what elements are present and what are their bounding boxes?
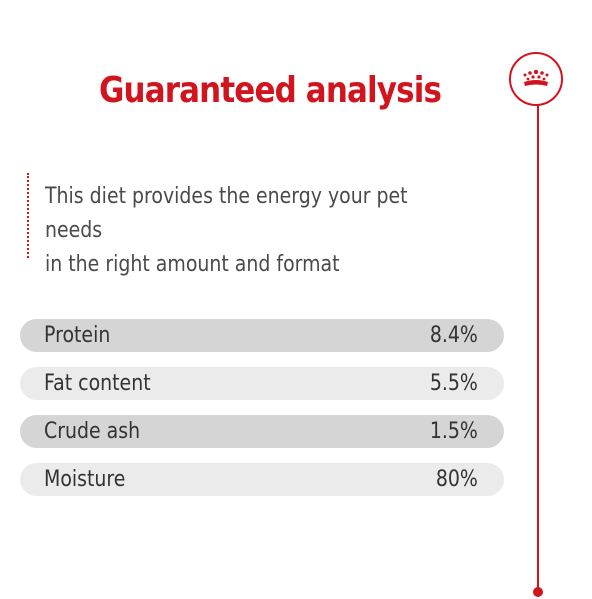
analysis-table: Protein 8.4% Fat content 5.5% Crude ash … bbox=[20, 319, 504, 511]
page-title: Guaranteed analysis bbox=[98, 70, 442, 111]
row-label: Protein bbox=[44, 323, 111, 348]
analysis-row-moisture: Moisture 80% bbox=[20, 463, 504, 496]
intro-text: This diet provides the energy your pet n… bbox=[45, 180, 441, 282]
row-value: 5.5% bbox=[429, 371, 478, 396]
analysis-row-fat-content: Fat content 5.5% bbox=[20, 367, 504, 400]
analysis-row-crude-ash: Crude ash 1.5% bbox=[20, 415, 504, 448]
timeline-dot bbox=[533, 587, 543, 597]
intro-line-1: This diet provides the energy your pet n… bbox=[45, 184, 408, 243]
crown-icon bbox=[523, 69, 549, 86]
row-value: 80% bbox=[435, 467, 478, 492]
intro-line-2: in the right amount and format bbox=[45, 252, 340, 277]
row-label: Fat content bbox=[44, 371, 151, 396]
row-label: Crude ash bbox=[44, 419, 141, 444]
row-label: Moisture bbox=[44, 467, 126, 492]
analysis-row-protein: Protein 8.4% bbox=[20, 319, 504, 352]
row-value: 1.5% bbox=[429, 419, 478, 444]
intro-dotted-rule bbox=[27, 173, 29, 258]
row-value: 8.4% bbox=[429, 323, 478, 348]
brand-logo bbox=[509, 52, 563, 106]
timeline-line bbox=[537, 100, 539, 592]
